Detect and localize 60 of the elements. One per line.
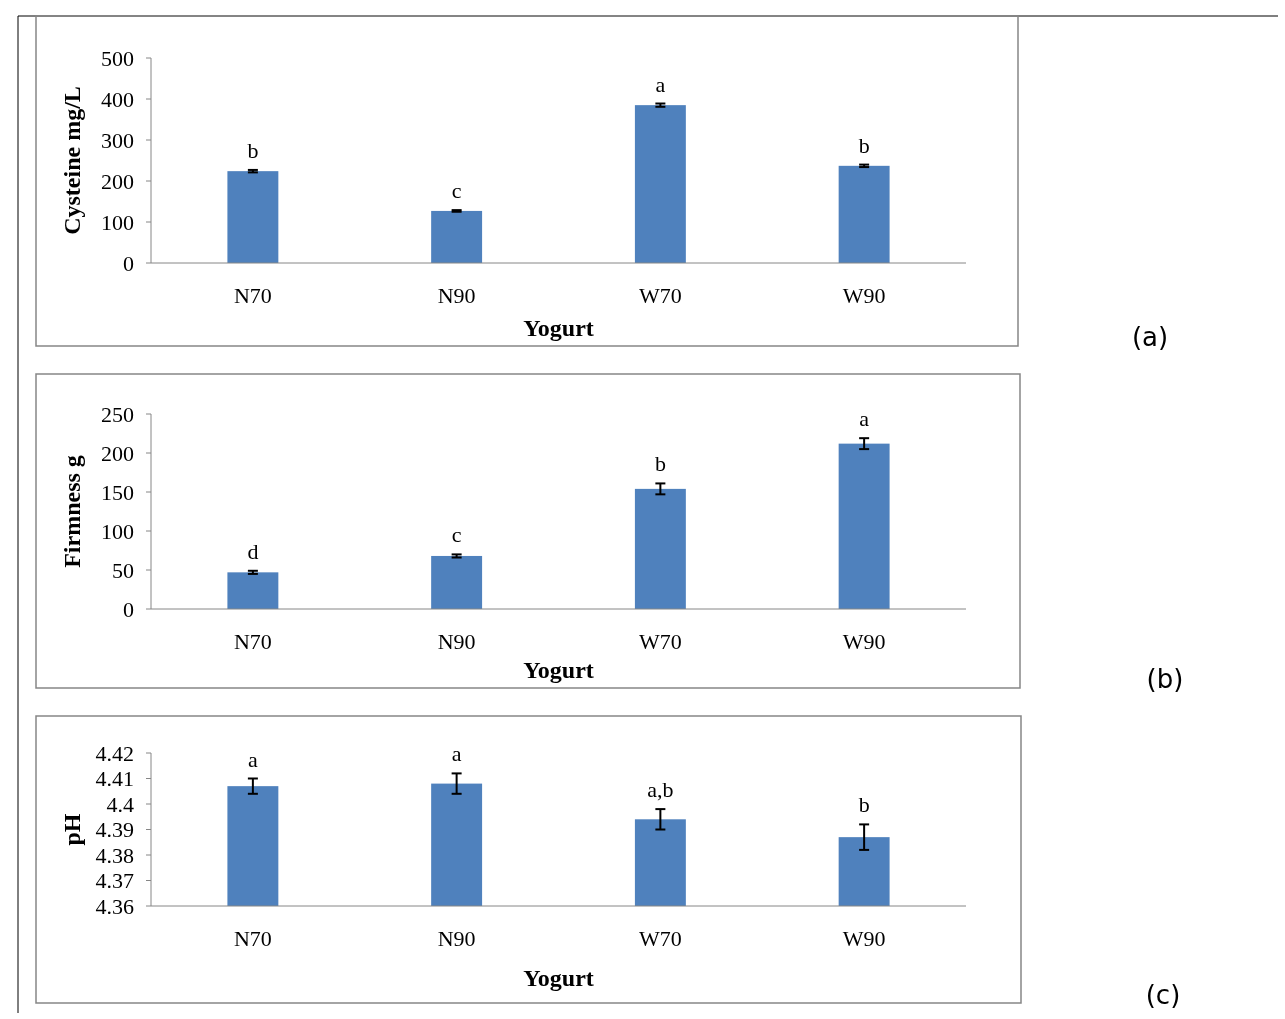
y-tick-label: 4.37 <box>95 868 134 894</box>
y-tick-label: 4.42 <box>95 740 134 766</box>
bar <box>634 488 686 609</box>
x-tick-label: N90 <box>437 629 476 654</box>
x-tick-label: W70 <box>638 926 682 951</box>
x-tick-label: W90 <box>842 629 886 654</box>
bar <box>634 105 686 263</box>
y-tick-label: 200 <box>101 440 134 466</box>
x-axis-title: Yogurt <box>523 657 594 683</box>
annotation: a <box>655 71 666 97</box>
annotation: a,b <box>647 777 674 803</box>
annotation: c <box>451 178 462 204</box>
bar <box>431 555 483 609</box>
x-tick-label: W70 <box>638 629 682 654</box>
y-tick-label: 4.41 <box>95 766 134 792</box>
y-tick-label: 250 <box>101 401 134 427</box>
x-tick-label: N90 <box>437 283 476 308</box>
y-axis-title: Cysteine mg/L <box>59 86 85 235</box>
y-tick-label: 300 <box>101 127 134 153</box>
annotation: a <box>451 741 462 767</box>
y-tick-label: 4.39 <box>95 817 134 843</box>
bar <box>838 443 890 609</box>
y-axis-title: Firmness g <box>59 455 85 568</box>
y-tick-label: 400 <box>101 86 134 112</box>
x-axis-title: Yogurt <box>523 965 594 991</box>
annotation: c <box>451 522 462 548</box>
y-tick-label: 150 <box>101 479 134 505</box>
bar <box>838 165 890 263</box>
x-tick-label: W90 <box>842 926 886 951</box>
annotation: a <box>247 746 258 772</box>
x-tick-label: N70 <box>233 629 272 654</box>
y-axis-title: pH <box>59 813 85 846</box>
y-tick-label: 50 <box>112 557 134 583</box>
text: (b) <box>1146 664 1184 694</box>
x-tick-label: W90 <box>842 283 886 308</box>
bar <box>227 572 279 609</box>
text: (a) <box>1131 322 1169 352</box>
y-tick-label: 100 <box>101 518 134 544</box>
x-tick-label: W70 <box>638 283 682 308</box>
y-tick-label: 100 <box>101 209 134 235</box>
x-tick-label: N70 <box>233 926 272 951</box>
y-tick-label: 4.4 <box>106 791 134 817</box>
y-tick-label: 4.38 <box>95 842 134 868</box>
x-tick-label: N90 <box>437 926 476 951</box>
y-tick-label: 4.36 <box>95 893 134 919</box>
annotation: d <box>247 538 259 564</box>
y-tick-label: 0 <box>123 596 134 622</box>
annotation: b <box>654 451 666 477</box>
bar <box>227 171 279 263</box>
y-tick-label: 200 <box>101 168 134 194</box>
y-tick-label: 0 <box>123 250 134 276</box>
y-tick-label: 500 <box>101 45 134 71</box>
x-axis-title: Yogurt <box>523 315 594 341</box>
annotation: b <box>247 137 259 163</box>
x-tick-label: N70 <box>233 283 272 308</box>
bar <box>431 210 483 263</box>
annotation: b <box>858 132 870 158</box>
text: (c) <box>1145 980 1181 1010</box>
annotation: a <box>859 406 870 432</box>
annotation: b <box>858 792 870 818</box>
